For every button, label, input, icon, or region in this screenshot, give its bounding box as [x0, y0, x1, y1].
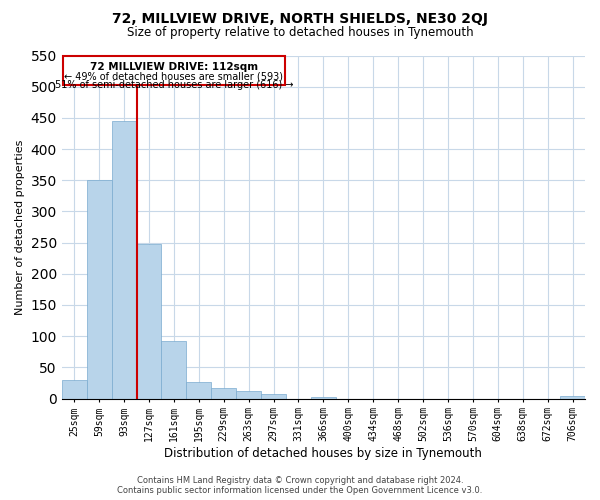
Bar [187, 382, 211, 398]
Bar [137, 244, 161, 398]
Text: ← 49% of detached houses are smaller (593): ← 49% of detached houses are smaller (59… [64, 72, 283, 82]
X-axis label: Distribution of detached houses by size in Tynemouth: Distribution of detached houses by size … [164, 447, 482, 460]
Text: 72 MILLVIEW DRIVE: 112sqm: 72 MILLVIEW DRIVE: 112sqm [90, 62, 258, 72]
Bar [261, 394, 286, 398]
FancyBboxPatch shape [63, 56, 285, 85]
Bar [161, 340, 187, 398]
Y-axis label: Number of detached properties: Number of detached properties [15, 140, 25, 314]
Bar [112, 121, 137, 398]
Text: 72, MILLVIEW DRIVE, NORTH SHIELDS, NE30 2QJ: 72, MILLVIEW DRIVE, NORTH SHIELDS, NE30 … [112, 12, 488, 26]
Bar [62, 380, 87, 398]
Bar [211, 388, 236, 398]
Text: Size of property relative to detached houses in Tynemouth: Size of property relative to detached ho… [127, 26, 473, 39]
Bar [560, 396, 585, 398]
Bar [236, 391, 261, 398]
Text: 51% of semi-detached houses are larger (616) →: 51% of semi-detached houses are larger (… [55, 80, 293, 90]
Bar [311, 396, 336, 398]
Bar [87, 180, 112, 398]
Text: Contains HM Land Registry data © Crown copyright and database right 2024.
Contai: Contains HM Land Registry data © Crown c… [118, 476, 482, 495]
